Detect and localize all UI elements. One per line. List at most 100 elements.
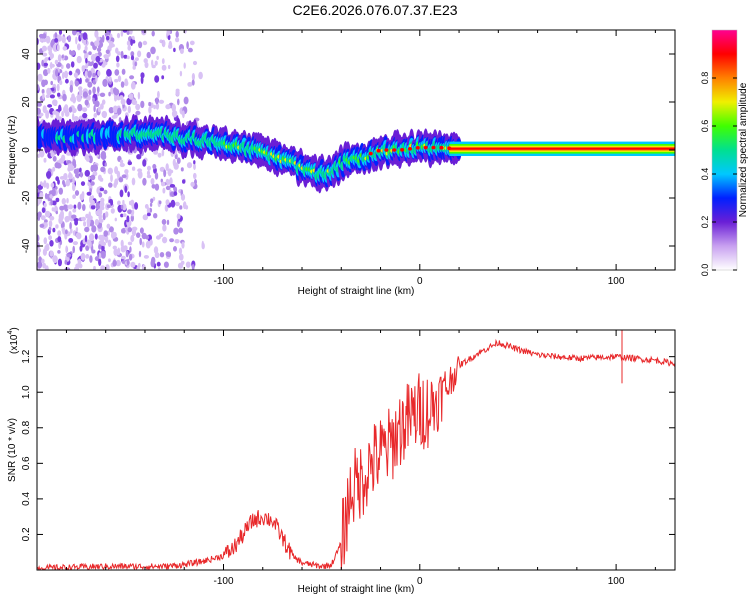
colorbar-label: Normalized spectral amplitude [738,82,749,217]
spectrogram-noise-blob [57,236,62,243]
spectrogram-noise-blob [71,214,77,219]
spectrogram-noise-blob [131,209,135,216]
spectrogram-noise-blob [64,259,68,265]
spectrogram-noise-blob [155,97,159,105]
spectrogram-noise-blob [156,261,161,267]
spectrogram-noise-blob [120,239,124,248]
spectrogram-noise-blob [55,68,59,77]
spectrogram-noise-blob [58,216,63,225]
spectrogram-noise-blob [162,39,166,48]
spectrogram-noise-blob [49,215,55,221]
spectrogram-noise-blob [99,187,105,192]
spectrogram-noise-blob [193,160,196,165]
spectrogram-noise-blob [158,200,162,205]
spectrogram-noise-blob [79,167,82,173]
spectrogram-xlabel: Height of straight line (km) [298,286,415,297]
spectrogram-noise-blob [100,153,107,160]
spectrogram-noise-blob [191,73,195,81]
spectrogram-noise-blob [68,204,74,210]
spectrogram-noise-blob [92,72,96,78]
spectrogram-noise-blob [54,38,59,43]
spectrogram-noise-blob [84,153,89,160]
spectrogram-noise-blob [93,266,96,270]
spectrogram-noise-blob [108,76,112,82]
spectrogram-noise-blob [141,241,145,248]
spectrogram-noise-blob [84,226,90,233]
spectrogram-noise-blob [116,32,121,39]
spectrogram-noise-blob [44,210,51,218]
spectrogram-noise-blob [80,252,86,261]
spectrogram-noise-blob [120,204,124,210]
spectrogram-noise-blob [110,231,116,239]
spectrogram-noise-blob [161,64,167,71]
spectrogram-noise-blob [84,45,88,52]
spectrogram-noise-blob [157,90,160,99]
spectrogram-noise-blob [143,255,149,259]
spectrogram-noise-blob [108,182,113,188]
spectrogram-noise-blob [138,250,142,258]
spectrogram-noise-blob [85,78,89,83]
spectrogram-noise-blob [130,81,136,90]
spectrogram-noise-blob [165,185,171,191]
spectrogram-noise-blob [58,30,63,35]
spectrogram-noise-blob [114,78,119,83]
colorbar-tick-label: 0.4 [700,168,710,181]
spectrogram-noise-blob [45,110,49,118]
spectrogram-noise-blob [180,167,184,172]
spectrogram-noise-blob [110,200,114,206]
y-tick-label: 0.4 [21,492,32,506]
spectrogram-noise-blob [91,225,97,233]
spectrogram-noise-blob [171,103,176,112]
spectrogram-noise-blob [154,252,160,259]
spectrogram-noise-blob [64,104,69,109]
spectrogram-noise-blob [49,250,54,257]
spectrogram-noise-blob [108,70,112,76]
spectrogram-noise-blob [142,214,148,221]
y-tick-label: 0 [21,147,32,153]
spectrogram-noise-blob [92,97,95,102]
spectrogram-noise-blob [42,52,48,57]
spectrogram-noise-blob [50,182,55,188]
spectrogram-noise-blob [163,261,169,268]
spectrogram-noise-blob [46,182,50,189]
spectrogram-noise-blob [44,219,48,224]
spectrogram-noise-blob [185,205,189,210]
spectrogram-noise-blob [86,191,92,196]
spectrogram-noise-blob [101,244,105,252]
spectrogram-noise-blob [103,230,108,237]
spectrogram-noise-blob [49,94,56,99]
spectrogram-noise-blob [113,248,119,256]
spectrogram-noise-blob [41,45,48,52]
spectrogram-noise-blob [143,58,148,64]
spectrogram-noise-blob [49,63,55,68]
spectrogram-noise-blob [157,152,162,158]
spectrogram-noise-blob [73,116,79,121]
spectrogram-noise-blob [100,166,106,173]
spectrogram-noise-blob [78,88,83,96]
spectrogram-noise-blob [50,199,53,206]
spectrogram-noise-blob [160,181,166,187]
x-tick-label: -100 [213,576,233,587]
spectrogram-noise-blob [65,229,68,235]
spectrogram-noise-blob [161,58,165,65]
y-tick-label: 0.2 [21,527,32,541]
spectrogram-noise-blob [82,32,88,40]
spectrogram-noise-blob [93,62,98,69]
spectrogram-noise-blob [127,209,133,215]
spectrogram-noise-blob [177,262,184,269]
spectrogram-noise-blob [134,202,139,210]
spectrogram-noise-blob [155,102,160,110]
spectrogram-noise-blob [61,227,66,233]
spectrogram-noise-blob [99,92,106,98]
spectrogram-noise-blob [121,68,126,75]
x-tick-label: 100 [608,276,625,287]
spectrogram-noise-blob [131,177,136,186]
spectrogram-noise-blob [122,30,128,33]
spectrogram-noise-blob [173,246,177,252]
spectrogram-noise-blob [121,174,127,179]
spectrogram-noise-blob [72,245,75,254]
spectrogram-noise-blob [131,228,137,237]
spectrogram-ylabel: Frequency (Hz) [7,116,18,185]
spectrogram-noise-blob [182,179,186,184]
spectrogram-noise-blob [99,177,104,182]
